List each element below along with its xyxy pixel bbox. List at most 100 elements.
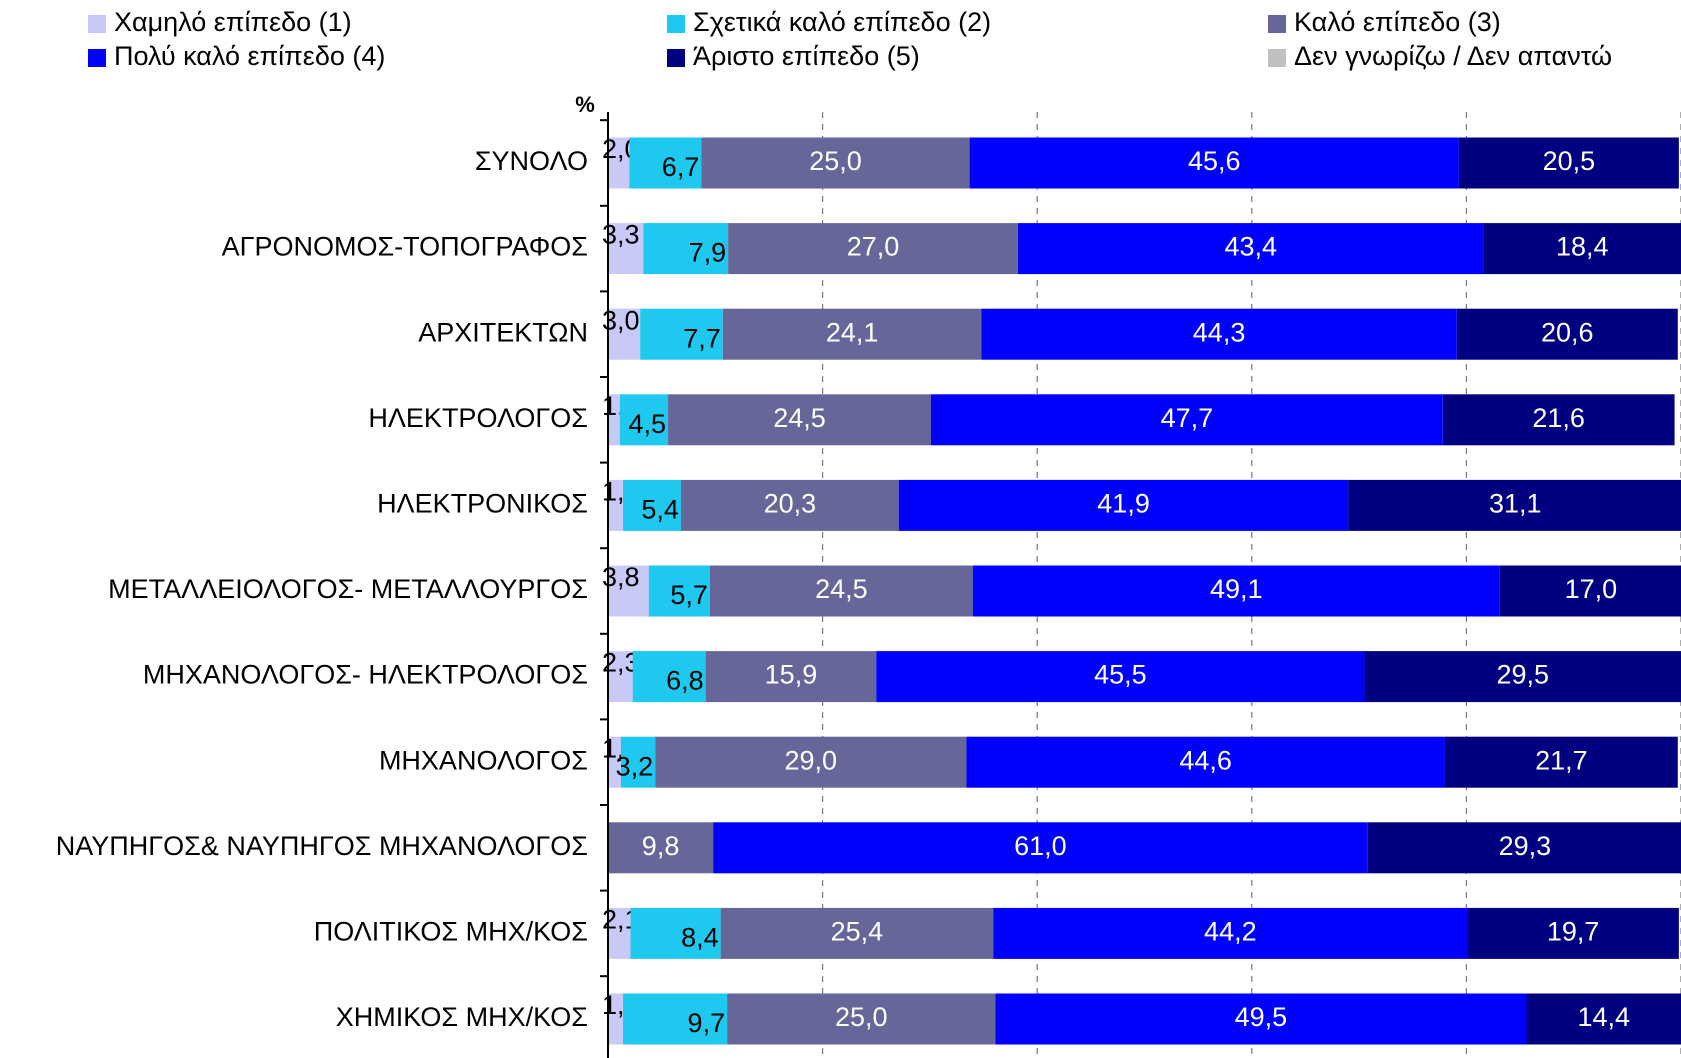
- legend-swatch: [88, 49, 106, 67]
- bar-segment: [722, 308, 982, 360]
- bar-segment: [655, 736, 967, 788]
- value-label: 6,8: [666, 666, 704, 696]
- bar-segment: [608, 479, 624, 531]
- category-label: ΗΛΕΚΤΡΟΝΙΚΟΣ: [377, 489, 588, 519]
- bar-segment: [966, 736, 1445, 788]
- bar-segment: [608, 223, 644, 275]
- value-label: 44,2: [1204, 917, 1257, 947]
- bar-segment: [1483, 223, 1681, 275]
- value-label: 25,0: [835, 1002, 888, 1032]
- value-label: 20,6: [1541, 317, 1594, 347]
- category-label: ΝΑΥΠΗΓΟΣ& ΝΑΥΠΗΓΟΣ ΜΗΧΑΝΟΛΟΓΟΣ: [56, 831, 588, 861]
- legend-label: Χαμηλό επίπεδο (1): [114, 7, 352, 37]
- bar-segment: [608, 565, 649, 617]
- legend-label: Δεν γνωρίζω / Δεν απαντώ: [1294, 41, 1612, 71]
- bar-segment: [1364, 651, 1681, 703]
- bar-segment: [1348, 479, 1681, 531]
- legend-label: Σχετικά καλό επίπεδο (2): [693, 7, 991, 37]
- value-label: 44,3: [1193, 317, 1246, 347]
- axis-unit-label: %: [575, 92, 595, 117]
- value-label: 5,7: [670, 580, 708, 610]
- bar-segment: [981, 308, 1457, 360]
- value-label: 24,1: [826, 317, 879, 347]
- value-label: 61,0: [1014, 831, 1067, 861]
- value-label: 25,4: [831, 917, 884, 947]
- category-label: ΑΡΧΙΤΕΚΤΩΝ: [418, 317, 588, 347]
- value-label: 47,7: [1161, 403, 1214, 433]
- bar-segment: [1017, 223, 1484, 275]
- value-label: 25,0: [809, 146, 862, 176]
- bar-segment: [969, 137, 1459, 189]
- bar-segment: [705, 651, 877, 703]
- value-label: 20,5: [1543, 146, 1596, 176]
- bar-segment: [1367, 822, 1681, 874]
- bar-segment: [728, 223, 1018, 275]
- bar-segment: [709, 565, 973, 617]
- category-label: ΠΟΛΙΤΙΚΟΣ ΜΗΧ/ΚΟΣ: [314, 917, 588, 947]
- value-label: 49,5: [1235, 1002, 1288, 1032]
- bar-segment: [1444, 736, 1678, 788]
- bar-segment: [608, 651, 633, 703]
- value-label: 31,1: [1489, 489, 1542, 519]
- value-label: 29,5: [1496, 660, 1549, 690]
- bar-segment: [680, 479, 899, 531]
- value-label: 14,4: [1577, 1002, 1630, 1032]
- value-label: 9,7: [688, 1008, 726, 1038]
- value-label: 21,7: [1535, 745, 1588, 775]
- bar-segment: [701, 137, 970, 189]
- category-label: ΜΗΧΑΝΟΛΟΓΟΣ: [379, 745, 588, 775]
- value-label: 29,3: [1499, 831, 1552, 861]
- category-label: ΜΗΧΑΝΟΛΟΓΟΣ- ΗΛΕΚΤΡΟΛΟΓΟΣ: [143, 660, 588, 690]
- value-label: 24,5: [773, 403, 826, 433]
- bar-segment: [1467, 907, 1679, 959]
- category-label: ΣΥΝΟΛΟ: [475, 146, 588, 176]
- value-label: 29,0: [785, 745, 838, 775]
- legend-swatch: [88, 15, 106, 33]
- bar-segment: [727, 993, 996, 1045]
- bar-segment: [993, 907, 1468, 959]
- value-label: 18,4: [1556, 232, 1609, 262]
- legend-label: Καλό επίπεδο (3): [1294, 7, 1501, 37]
- bar-segment: [608, 736, 621, 788]
- bar-segment: [876, 651, 1365, 703]
- bar-segment: [640, 308, 723, 360]
- bar-segment: [630, 907, 721, 959]
- value-label: 19,7: [1547, 917, 1600, 947]
- bar-segment: [608, 137, 630, 189]
- value-label: 45,6: [1188, 146, 1241, 176]
- legend-label: Άριστο επίπεδο (5): [693, 41, 920, 71]
- bar-segment: [1456, 308, 1678, 360]
- bar-segment: [713, 822, 1368, 874]
- category-label: ΜΕΤΑΛΛΕΙΟΛΟΓΟΣ- ΜΕΤΑΛΛΟΥΡΓΟΣ: [108, 574, 588, 604]
- value-label: 49,1: [1210, 574, 1263, 604]
- legend-swatch: [667, 15, 685, 33]
- bar-segment: [643, 223, 729, 275]
- legend-swatch: [1268, 49, 1286, 67]
- bar-segment: [623, 993, 728, 1045]
- value-label: 27,0: [847, 232, 900, 262]
- bar-segment: [972, 565, 1500, 617]
- category-label: ΧΗΜΙΚΟΣ ΜΗΧ/ΚΟΣ: [336, 1002, 588, 1032]
- value-label: 45,5: [1094, 660, 1147, 690]
- legend-swatch: [667, 49, 685, 67]
- value-label: 9,8: [642, 831, 680, 861]
- value-label: 43,4: [1224, 232, 1277, 262]
- bar-segment: [1526, 993, 1681, 1045]
- bar-segment: [1442, 394, 1675, 446]
- value-label: 20,3: [764, 489, 817, 519]
- bar-segment: [608, 822, 714, 874]
- bar-segment: [995, 993, 1527, 1045]
- bar-segment: [620, 736, 656, 788]
- value-label: 6,7: [662, 152, 700, 182]
- value-label: 21,6: [1532, 403, 1585, 433]
- bar-segment: [623, 479, 681, 531]
- bar-segment: [648, 565, 710, 617]
- value-label: 41,9: [1097, 489, 1150, 519]
- bar-segment: [720, 907, 994, 959]
- bar-segment: [608, 394, 620, 446]
- bar-segment: [632, 651, 706, 703]
- bar-segment: [898, 479, 1349, 531]
- category-label: ΗΛΕΚΤΡΟΛΟΓΟΣ: [368, 403, 588, 433]
- category-label: ΑΓΡΟΝΟΜΟΣ-ΤΟΠΟΓΡΑΦΟΣ: [222, 232, 588, 262]
